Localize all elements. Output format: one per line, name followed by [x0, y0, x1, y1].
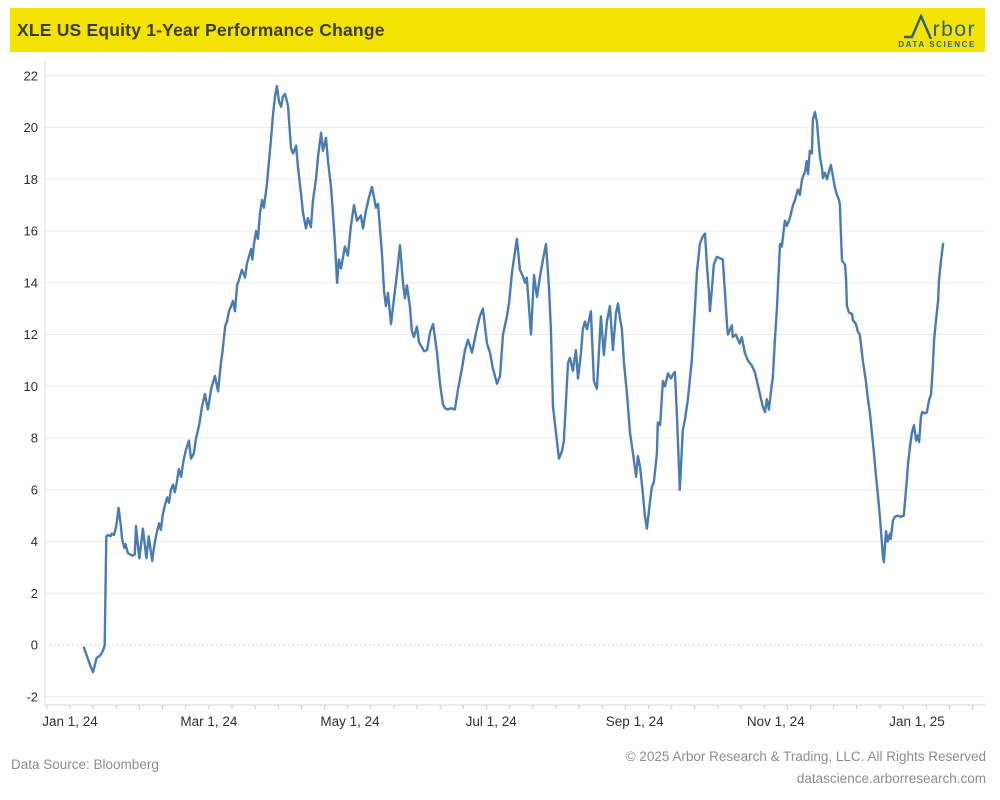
- y-tick-label: 0: [31, 638, 38, 653]
- xle-series-line: [82, 84, 945, 674]
- x-tick-label: Nov 1, 24: [747, 714, 805, 729]
- arbor-logo-text: rbor: [932, 17, 976, 41]
- y-tick-label: 22: [24, 68, 38, 83]
- arbor-logo-subtitle: DATA SCIENCE: [898, 39, 976, 49]
- y-tick-label: 10: [24, 379, 38, 394]
- y-tick-label: 6: [31, 482, 38, 497]
- y-tick-label: 14: [24, 275, 38, 290]
- x-tick-label: Mar 1, 24: [180, 714, 238, 729]
- x-tick-label: Jan 1, 24: [42, 714, 98, 729]
- y-tick-label: 2: [31, 586, 38, 601]
- y-tick-label: 20: [24, 120, 38, 135]
- x-tick-label: Jul 1, 24: [466, 714, 518, 729]
- website-url: datascience.arborresearch.com: [796, 770, 986, 786]
- y-tick-label: -2: [26, 689, 38, 704]
- footer-legal: © 2025 Arbor Research & Trading, LLC. Al…: [626, 746, 986, 789]
- arbor-logo-wordmark: rbor: [903, 13, 976, 41]
- data-source-label: Data Source: Bloomberg: [11, 757, 159, 772]
- y-tick-label: 18: [24, 172, 38, 187]
- y-tick-label: 8: [31, 431, 38, 446]
- x-tick-label: Sep 1, 24: [606, 714, 664, 729]
- page-title: XLE US Equity 1-Year Performance Change: [17, 19, 385, 40]
- copyright-text: © 2025 Arbor Research & Trading, LLC. Al…: [625, 749, 986, 764]
- title-bar: XLE US Equity 1-Year Performance Change …: [10, 8, 985, 52]
- x-tick-label: Jan 1, 25: [889, 714, 945, 729]
- y-tick-label: 4: [31, 534, 38, 549]
- y-tick-label: 12: [24, 327, 38, 342]
- arbor-logo: rbor DATA SCIENCE: [898, 13, 976, 49]
- arbor-peak-icon: [903, 13, 932, 39]
- x-tick-label: May 1, 24: [320, 714, 380, 729]
- y-tick-label: 16: [24, 224, 38, 239]
